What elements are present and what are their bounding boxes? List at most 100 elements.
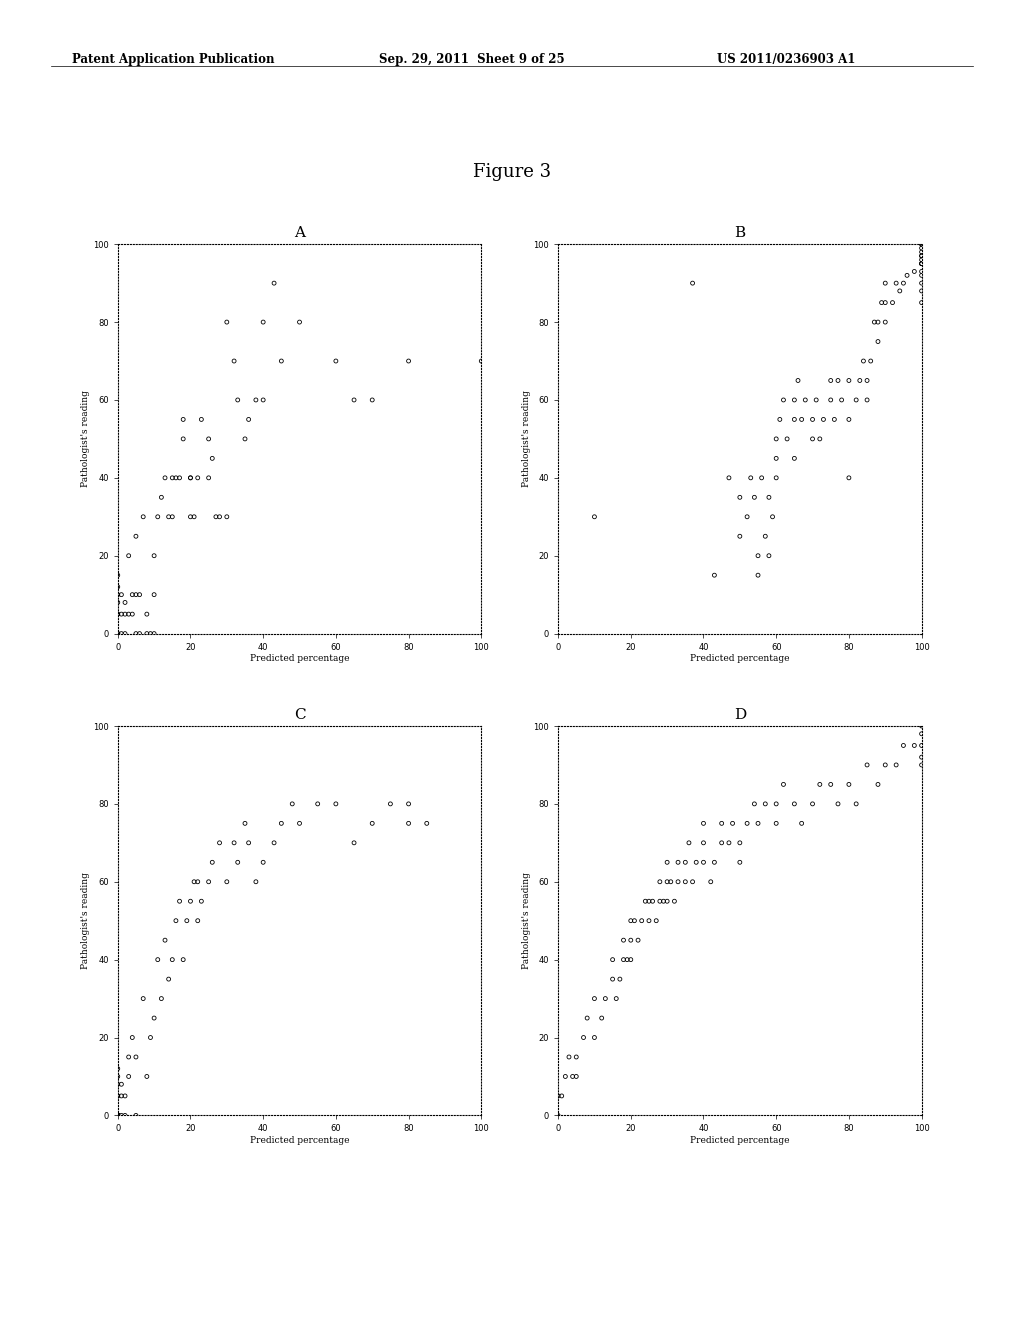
Point	[110, 1105, 126, 1126]
Y-axis label: Pathologist's reading: Pathologist's reading	[521, 873, 530, 969]
Point	[128, 1105, 144, 1126]
Title: A: A	[294, 226, 305, 240]
Point	[913, 735, 930, 756]
Point	[128, 525, 144, 546]
Point	[554, 1085, 570, 1106]
Point	[189, 467, 206, 488]
Point	[892, 280, 908, 301]
Point	[328, 793, 344, 814]
Point	[877, 273, 893, 294]
Point	[721, 467, 737, 488]
Point	[714, 813, 730, 834]
Title: D: D	[734, 708, 745, 722]
Point	[826, 409, 843, 430]
Point	[623, 911, 639, 932]
Point	[138, 1067, 155, 1088]
Point	[634, 911, 650, 932]
Point	[808, 389, 824, 411]
Point	[121, 1067, 137, 1088]
Point	[618, 949, 635, 970]
Point	[750, 545, 766, 566]
Point	[913, 723, 930, 744]
Point	[557, 1067, 573, 1088]
Point	[594, 1007, 610, 1028]
Point	[117, 1105, 133, 1126]
Point	[568, 1067, 585, 1088]
Point	[611, 969, 628, 990]
Point	[829, 370, 846, 391]
Point	[138, 623, 155, 644]
Point	[608, 987, 625, 1010]
Point	[182, 506, 199, 527]
Point	[913, 238, 930, 259]
Point	[731, 851, 748, 873]
Point	[702, 871, 719, 892]
Point	[757, 793, 773, 814]
Point	[201, 871, 217, 892]
Point	[237, 813, 253, 834]
Point	[473, 350, 489, 372]
Point	[110, 1105, 126, 1126]
Point	[400, 813, 417, 834]
Point	[731, 525, 748, 546]
Point	[110, 591, 126, 612]
Point	[913, 242, 930, 263]
Point	[164, 506, 180, 527]
Point	[869, 312, 886, 333]
X-axis label: Predicted percentage: Predicted percentage	[690, 655, 790, 664]
Point	[805, 409, 821, 430]
Point	[419, 813, 435, 834]
Point	[110, 1105, 126, 1126]
Point	[651, 871, 668, 892]
Point	[597, 987, 613, 1010]
Point	[586, 987, 602, 1010]
Point	[114, 1073, 130, 1094]
Point	[877, 292, 893, 313]
Point	[400, 793, 417, 814]
Point	[128, 1047, 144, 1068]
Point	[346, 389, 362, 411]
Point	[131, 583, 147, 605]
Point	[731, 833, 748, 854]
Point	[564, 1067, 581, 1088]
Point	[110, 1105, 126, 1126]
Point	[841, 409, 857, 430]
Point	[110, 623, 126, 644]
Point	[219, 871, 236, 892]
Point	[913, 246, 930, 267]
Point	[121, 1047, 137, 1068]
Point	[175, 949, 191, 970]
Point	[913, 292, 930, 313]
Point	[201, 467, 217, 488]
Point	[131, 623, 147, 644]
Point	[575, 1027, 592, 1048]
Point	[365, 813, 381, 834]
Point	[110, 1105, 126, 1126]
Point	[899, 265, 915, 286]
Point	[615, 949, 632, 970]
Point	[266, 833, 283, 854]
Point	[913, 747, 930, 768]
Point	[739, 506, 756, 527]
Point	[400, 350, 417, 372]
Point	[241, 409, 257, 430]
Point	[110, 1105, 126, 1126]
Point	[154, 987, 170, 1010]
Point	[714, 833, 730, 854]
Point	[168, 467, 184, 488]
Point	[790, 370, 806, 391]
Point	[841, 774, 857, 795]
Point	[695, 851, 712, 873]
Point	[670, 851, 686, 873]
Point	[229, 851, 246, 873]
Point	[848, 389, 864, 411]
Point	[273, 813, 290, 834]
Point	[114, 1085, 130, 1106]
Point	[644, 891, 660, 912]
Point	[913, 253, 930, 275]
Point	[812, 428, 828, 449]
Point	[117, 591, 133, 612]
Point	[834, 389, 850, 411]
Point	[913, 234, 930, 255]
Point	[157, 929, 173, 950]
